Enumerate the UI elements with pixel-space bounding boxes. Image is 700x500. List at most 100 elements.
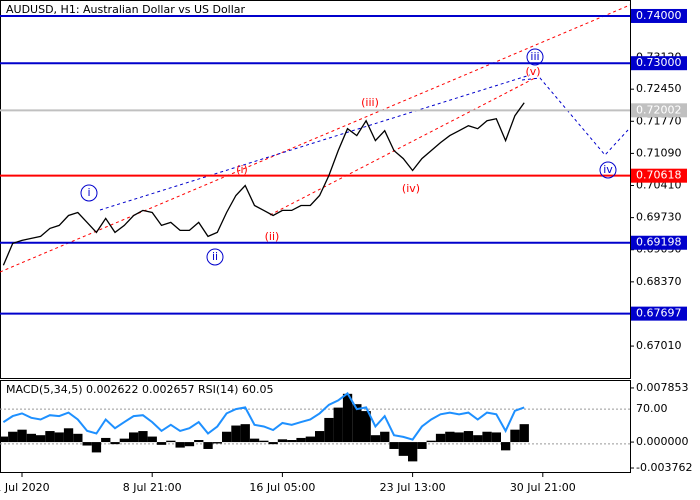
- macd-bar: [240, 424, 250, 443]
- level-label-box: [631, 306, 687, 321]
- y2-tick-label: 70.00: [636, 402, 668, 415]
- macd-bar: [231, 425, 241, 443]
- macd-bar: [426, 440, 436, 443]
- macd-bar: [408, 442, 418, 462]
- macd-bar: [454, 432, 464, 443]
- macd-bar: [398, 442, 408, 456]
- macd-bar: [361, 411, 371, 443]
- wave-label: (iii): [361, 96, 379, 109]
- macd-bar: [380, 431, 390, 443]
- level-label: 0.70618: [636, 169, 682, 182]
- macd-bar: [166, 440, 176, 443]
- macd-bar: [26, 433, 36, 443]
- macd-bar: [324, 417, 334, 443]
- macd-bar: [417, 442, 427, 449]
- level-label-box: [631, 235, 687, 250]
- macd-bar: [491, 432, 501, 443]
- macd-bar: [501, 442, 511, 451]
- wave-label: (i): [236, 163, 248, 176]
- wave-circle: [80, 184, 98, 202]
- macd-bar: [194, 440, 204, 443]
- macd-bar: [342, 393, 353, 443]
- level-label: 0.72002: [636, 103, 682, 116]
- macd-bar: [259, 440, 269, 443]
- level-label-box: [631, 168, 687, 183]
- y-tick-label-bg: [635, 381, 685, 394]
- macd-bar: [36, 435, 46, 443]
- y-tick-label: 0.000000: [636, 435, 689, 448]
- macd-bar: [63, 428, 74, 443]
- wave-channel: [0, 4, 631, 273]
- y-tick-label-bg: [635, 436, 685, 449]
- macd-bar: [147, 436, 157, 443]
- macd-bar: [212, 442, 222, 444]
- y-tick-label: 0.007853: [636, 381, 689, 394]
- macd-bar: [175, 442, 185, 448]
- rsi-line: [2, 391, 525, 441]
- macd-bar: [45, 431, 55, 443]
- macd-bar: [138, 431, 148, 443]
- macd-bar: [156, 442, 167, 445]
- macd-bar: [129, 432, 139, 443]
- macd-bar: [519, 424, 529, 443]
- y-tick-label-bg: [635, 462, 685, 475]
- x-tick-label: 16 Jul 05:00: [249, 481, 315, 494]
- macd-bar: [222, 431, 232, 443]
- wave-label: (v): [525, 65, 540, 78]
- y-tick-label: 0.72450: [636, 82, 682, 95]
- x-tick-label: 1 Jul 2020: [0, 481, 50, 494]
- wave-label: iv: [603, 163, 613, 176]
- macd-bar: [0, 436, 9, 443]
- macd-bar: [510, 429, 520, 443]
- macd-bar: [110, 442, 120, 445]
- macd-bar: [119, 438, 129, 443]
- macd-bar: [482, 431, 492, 443]
- macd-bar: [473, 435, 483, 443]
- chart-title: AUDUSD, H1: Australian Dollar vs US Doll…: [6, 3, 246, 16]
- macd-bar: [249, 438, 260, 443]
- wave-label: (iv): [402, 182, 420, 195]
- macd-bar: [17, 429, 27, 443]
- y-tick-label: 0.68370: [636, 275, 682, 288]
- level-label: 0.74000: [636, 9, 682, 22]
- macd-bar: [287, 440, 297, 443]
- y-tick-label: 0.71090: [636, 146, 682, 159]
- wave-label: (ii): [265, 230, 280, 243]
- wave-label: i: [87, 186, 90, 199]
- wave-channel: [269, 77, 536, 216]
- macd-bar: [389, 442, 399, 449]
- price-line: [2, 102, 525, 266]
- wave-circle: [206, 248, 224, 266]
- x-tick-label: 8 Jul 21:00: [123, 481, 182, 494]
- macd-bar: [305, 436, 315, 443]
- level-label: 0.67697: [636, 307, 682, 320]
- macd-bar: [268, 442, 278, 445]
- macd-bar: [463, 431, 474, 443]
- macd-bar: [435, 433, 446, 443]
- macd-bar: [370, 435, 381, 443]
- macd-bar: [184, 442, 195, 447]
- y-tick-label: 0.69730: [636, 211, 682, 224]
- macd-bar: [54, 432, 64, 443]
- x-tick-label: 23 Jul 13:00: [380, 481, 446, 494]
- y-tick-label: -0.003762: [636, 461, 692, 474]
- wave-circle: [599, 161, 617, 179]
- macd-bar: [352, 404, 362, 443]
- level-label-box: [631, 103, 687, 118]
- level-label-box: [631, 56, 687, 71]
- macd-bar: [277, 439, 288, 443]
- y-tick-label: 0.67010: [636, 339, 682, 352]
- wave-channel: [521, 77, 629, 156]
- macd-bar: [333, 407, 343, 443]
- macd-bar: [203, 442, 213, 449]
- macd-bar: [8, 431, 18, 443]
- level-label-box: [631, 8, 687, 23]
- level-label: 0.73000: [636, 56, 682, 69]
- level-label: 0.69198: [636, 236, 682, 249]
- macd-bar: [73, 433, 83, 443]
- wave-circle: [526, 48, 544, 66]
- macd-bar: [91, 442, 102, 453]
- macd-bar: [82, 442, 92, 446]
- macd-bar: [101, 437, 111, 443]
